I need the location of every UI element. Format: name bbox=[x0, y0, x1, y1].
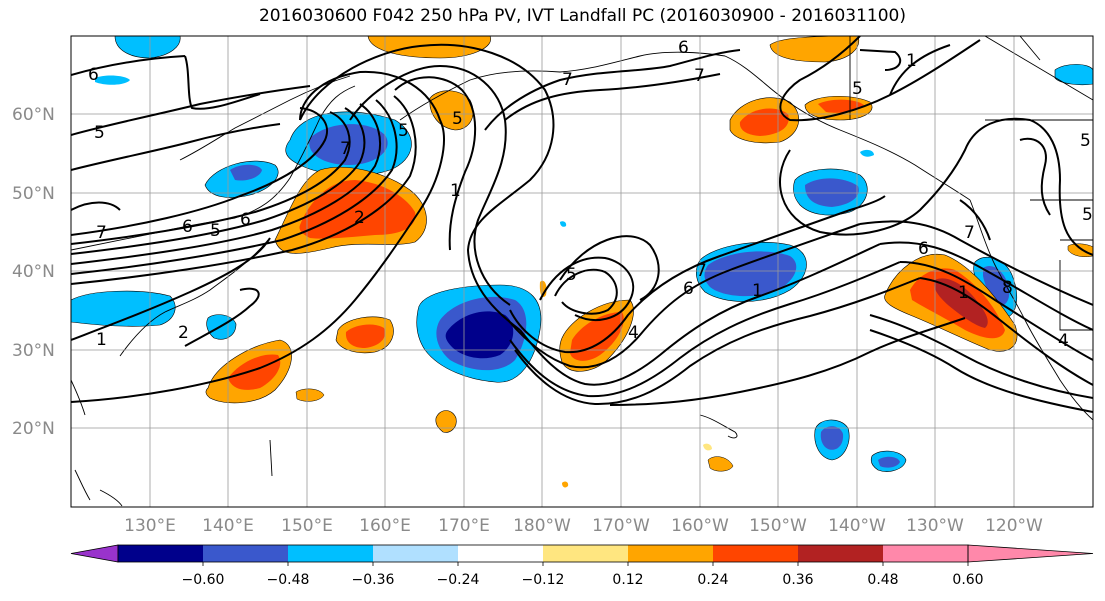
neg-anomaly-japan bbox=[71, 290, 176, 327]
contour-label: 7 bbox=[964, 223, 975, 243]
page-title: 2016030600 F042 250 hPa PV, IVT Landfall… bbox=[258, 6, 906, 26]
lon-label: 180°W bbox=[513, 516, 571, 536]
contour-label: 7 bbox=[96, 223, 107, 243]
lon-label: 150°W bbox=[749, 516, 807, 536]
colorbar-tick-labels: −0.60 −0.48 −0.36 −0.24 −0.12 0.12 0.24 … bbox=[182, 572, 984, 588]
colorbar-segment bbox=[543, 545, 628, 562]
map-frame bbox=[70, 35, 1094, 508]
colorbar-tick-label: −0.48 bbox=[267, 572, 310, 588]
contour-label: 7 bbox=[694, 66, 705, 86]
lat-label: 40°N bbox=[12, 262, 55, 282]
lon-label: 170°E bbox=[438, 516, 490, 536]
colorbar-segment bbox=[628, 545, 713, 562]
contour-label: 5 bbox=[1080, 131, 1091, 151]
colorbar-segment bbox=[798, 545, 883, 562]
contour-label: 1 bbox=[450, 181, 461, 201]
colorbar-segment bbox=[883, 545, 968, 562]
colorbar-tick-label: −0.60 bbox=[182, 572, 225, 588]
contour-label: 1 bbox=[906, 51, 917, 71]
contour-label: 6 bbox=[88, 65, 99, 85]
contour-label: 5 bbox=[94, 123, 105, 143]
colorbar-segment bbox=[458, 545, 543, 562]
colorbar-tick-label: −0.24 bbox=[437, 572, 480, 588]
contour-label: 8 bbox=[1002, 278, 1013, 298]
colorbar: −0.60 −0.48 −0.36 −0.24 −0.12 0.12 0.24 … bbox=[70, 544, 1094, 588]
contour-label: 2 bbox=[354, 208, 365, 228]
contour-label: 6 bbox=[918, 239, 929, 259]
lon-label: 120°W bbox=[985, 516, 1043, 536]
lat-label: 60°N bbox=[12, 105, 55, 125]
lon-label: 130°E bbox=[124, 516, 176, 536]
contour-label: 7 bbox=[562, 70, 573, 90]
contour-label: 1 bbox=[958, 283, 969, 303]
contour-label: 2 bbox=[178, 323, 189, 343]
pv-contour-labels: 6 5 7 6 5 6 5 7 2 1 5 6 7 5 7 1 6 4 5 1 … bbox=[88, 38, 1093, 351]
contour-label: 1 bbox=[752, 281, 763, 301]
lon-label: 140°W bbox=[828, 516, 886, 536]
longitude-labels: 130°E 140°E 150°E 160°E 170°E 180°W 170°… bbox=[124, 516, 1043, 536]
colorbar-ticks bbox=[202, 562, 969, 566]
colorbar-tick-label: 0.24 bbox=[697, 572, 728, 588]
latitude-labels: 60°N 50°N 40°N 30°N 20°N bbox=[12, 105, 55, 439]
lon-label: 170°W bbox=[592, 516, 650, 536]
lon-label: 160°E bbox=[359, 516, 411, 536]
colorbar-extend-min bbox=[70, 544, 119, 563]
colorbar-tick-label: 0.60 bbox=[952, 572, 983, 588]
colorbar-segment bbox=[713, 545, 798, 562]
contour-label: 7 bbox=[696, 261, 707, 281]
contour-label: 4 bbox=[1058, 331, 1069, 351]
lat-label: 50°N bbox=[12, 184, 55, 204]
pv-contours bbox=[71, 36, 1093, 413]
colorbar-segment bbox=[373, 545, 458, 562]
contour-label: 4 bbox=[628, 323, 639, 343]
contour-label: 6 bbox=[678, 38, 689, 58]
colorbar-extend-max bbox=[967, 544, 1094, 563]
contour-label: 5 bbox=[1082, 205, 1093, 225]
lat-label: 30°N bbox=[12, 341, 55, 361]
contour-label: 6 bbox=[683, 279, 694, 299]
contour-label: 7 bbox=[340, 139, 351, 159]
contour-label: 5 bbox=[210, 221, 221, 241]
contour-label: 5 bbox=[852, 79, 863, 99]
lon-label: 140°E bbox=[202, 516, 254, 536]
contour-label: 5 bbox=[566, 265, 577, 285]
contour-label: 6 bbox=[182, 217, 193, 237]
lat-label: 20°N bbox=[12, 419, 55, 439]
contour-label: 1 bbox=[96, 330, 107, 350]
colorbar-segment bbox=[118, 545, 203, 562]
colorbar-tick-label: −0.36 bbox=[352, 572, 395, 588]
contour-label: 5 bbox=[452, 109, 463, 129]
colorbar-tick-label: 0.48 bbox=[867, 572, 898, 588]
colorbar-tick-label: −0.12 bbox=[522, 572, 565, 588]
colorbar-tick-label: 0.12 bbox=[612, 572, 643, 588]
contour-label: 5 bbox=[398, 121, 409, 141]
lon-label: 130°W bbox=[906, 516, 964, 536]
lon-label: 150°E bbox=[281, 516, 333, 536]
lon-label: 160°W bbox=[671, 516, 729, 536]
colorbar-tick-label: 0.36 bbox=[782, 572, 813, 588]
colorbar-segment bbox=[203, 545, 288, 562]
colorbar-segment bbox=[288, 545, 373, 562]
contour-label: 6 bbox=[240, 210, 251, 230]
